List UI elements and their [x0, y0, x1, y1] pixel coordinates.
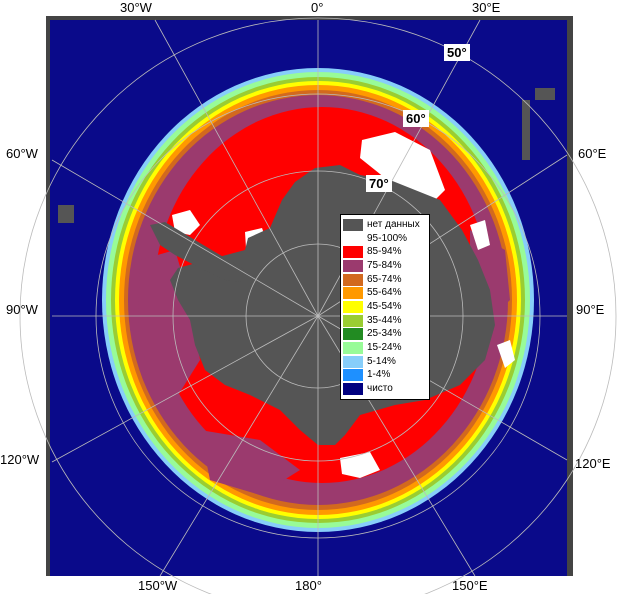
- legend-item-35-44: 35-44%: [343, 314, 427, 328]
- legend-label: 95-100%: [367, 232, 408, 244]
- legend-label: 55-64%: [367, 287, 402, 299]
- legend-swatch: [343, 314, 363, 327]
- legend-label: 25-34%: [367, 328, 402, 340]
- no-data-speck-1: [535, 88, 555, 100]
- legend-swatch: [343, 355, 363, 368]
- legend-item-1-4: 1-4%: [343, 369, 427, 383]
- lat-label-70: 70°: [366, 175, 392, 192]
- legend: нет данных 95-100% 85-94% 75-84% 65-74% …: [340, 214, 430, 400]
- meridian-120w: [51, 315, 319, 463]
- legend-label: 65-74%: [367, 273, 402, 285]
- white-ice-patch-6: [497, 340, 515, 368]
- legend-item-65-74: 65-74%: [343, 273, 427, 287]
- no-data-speck-3: [522, 100, 530, 160]
- legend-label: нет данных: [367, 218, 420, 230]
- lon-label-150w: 150°W: [138, 578, 178, 593]
- legend-item-25-34: 25-34%: [343, 328, 427, 342]
- lon-label-60e: 60°E: [578, 146, 607, 161]
- legend-item-95-100: 95-100%: [343, 232, 427, 246]
- white-ice-patch-2: [172, 210, 200, 235]
- lon-label-120w: 120°W: [0, 452, 40, 467]
- legend-item-clear: чисто: [343, 382, 427, 396]
- legend-swatch: [343, 383, 363, 396]
- meridian-150w: [159, 315, 319, 577]
- purple-patch-south: [200, 430, 300, 495]
- legend-swatch: [343, 342, 363, 355]
- legend-label: 5-14%: [367, 355, 396, 367]
- map-frame-right: [567, 16, 573, 576]
- lon-label-150e: 150°E: [452, 578, 488, 593]
- lon-label-30w: 30°W: [120, 0, 152, 15]
- meridian-30w: [154, 19, 319, 317]
- white-ice-patch-1: [360, 132, 445, 205]
- lon-label-180: 180°: [295, 578, 322, 593]
- meridian-60w: [51, 159, 319, 317]
- legend-item-75-84: 75-84%: [343, 259, 427, 273]
- legend-swatch: [343, 232, 363, 245]
- lon-label-120e: 120°E: [575, 456, 611, 471]
- legend-swatch: [343, 259, 363, 272]
- legend-swatch: [343, 287, 363, 300]
- legend-label: 45-54%: [367, 300, 402, 312]
- white-ice-patch-4: [340, 452, 380, 478]
- legend-label: 35-44%: [367, 314, 402, 326]
- legend-swatch: [343, 246, 363, 259]
- lon-label-90e: 90°E: [576, 302, 605, 317]
- legend-label: чисто: [367, 383, 393, 395]
- legend-swatch: [343, 328, 363, 341]
- legend-item-5-14: 5-14%: [343, 355, 427, 369]
- legend-item-no-data: нет данных: [343, 218, 427, 232]
- legend-label: 85-94%: [367, 246, 402, 258]
- legend-label: 15-24%: [367, 342, 402, 354]
- lon-label-60w: 60°W: [6, 146, 38, 161]
- legend-swatch: [343, 218, 363, 231]
- legend-item-15-24: 15-24%: [343, 341, 427, 355]
- map-frame-left: [46, 16, 52, 576]
- lat-label-50: 50°: [444, 44, 470, 61]
- legend-item-85-94: 85-94%: [343, 245, 427, 259]
- legend-label: 75-84%: [367, 259, 402, 271]
- legend-swatch: [343, 369, 363, 382]
- legend-swatch: [343, 273, 363, 286]
- lat-circle-50: [19, 17, 617, 594]
- legend-swatch: [343, 300, 363, 313]
- legend-label: 1-4%: [367, 369, 391, 381]
- lat-label-60: 60°: [403, 110, 429, 127]
- legend-item-55-64: 55-64%: [343, 286, 427, 300]
- lon-label-30e: 30°E: [472, 0, 501, 15]
- antarctic-peninsula: [150, 222, 245, 282]
- lon-label-90w: 90°W: [6, 302, 38, 317]
- lon-label-0: 0°: [311, 0, 324, 15]
- legend-item-45-54: 45-54%: [343, 300, 427, 314]
- white-ice-patch-5: [470, 220, 490, 250]
- no-data-speck-2: [58, 205, 74, 223]
